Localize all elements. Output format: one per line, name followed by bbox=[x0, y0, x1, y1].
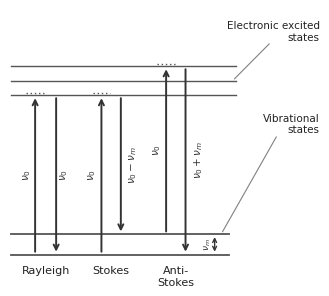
Text: $\nu_0$: $\nu_0$ bbox=[21, 169, 33, 181]
Text: $\nu_0$: $\nu_0$ bbox=[87, 169, 98, 181]
Text: $\nu_0 - \nu_m$: $\nu_0 - \nu_m$ bbox=[127, 146, 139, 184]
Text: $\nu_0$: $\nu_0$ bbox=[58, 169, 70, 181]
Text: $\nu_0 + \nu_m$: $\nu_0 + \nu_m$ bbox=[192, 141, 205, 179]
Text: Rayleigh: Rayleigh bbox=[21, 266, 70, 276]
Text: Stokes: Stokes bbox=[93, 266, 130, 276]
Text: Electronic excited
states: Electronic excited states bbox=[227, 21, 320, 43]
Text: Vibrational
states: Vibrational states bbox=[263, 113, 320, 135]
Text: $\nu_0$: $\nu_0$ bbox=[151, 144, 163, 156]
Text: Anti-
Stokes: Anti- Stokes bbox=[157, 266, 194, 288]
Text: $\nu_m$: $\nu_m$ bbox=[202, 238, 213, 251]
